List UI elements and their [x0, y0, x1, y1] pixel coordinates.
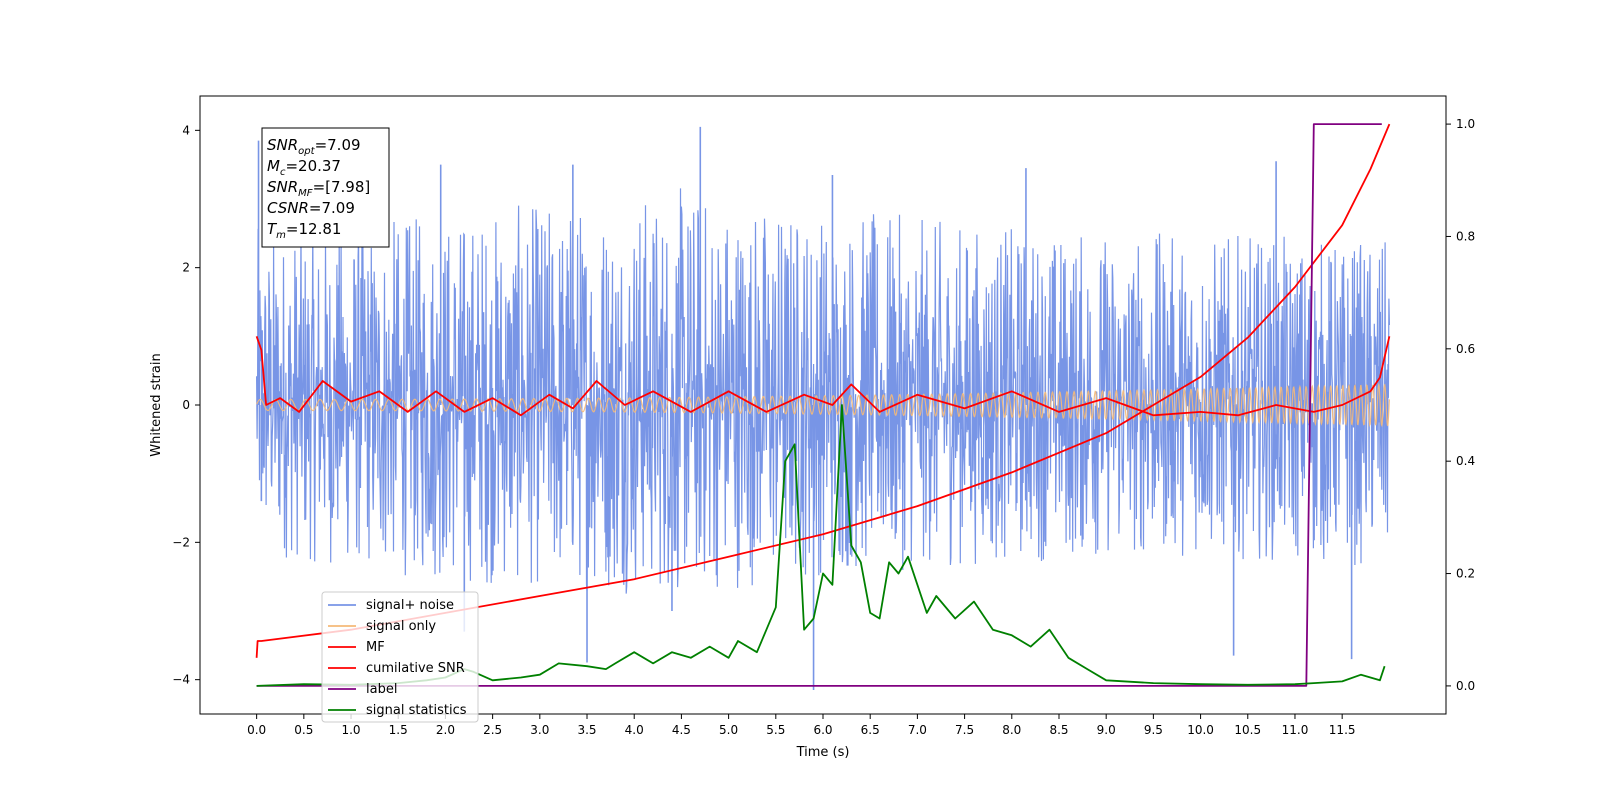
annotation-value: =[7.98]	[313, 178, 371, 196]
x-tick-label: 10.0	[1187, 723, 1214, 737]
axes: 0.0 0.5 1.0 1.5 2.0 2.5 3.0 3.5 4.0 4.5 5.0 5.5 6.0 6…	[172, 117, 1475, 737]
x-tick-label: 5.5	[766, 723, 785, 737]
y-tick-label: 2	[182, 261, 190, 275]
legend-label: cumilative SNR	[366, 661, 465, 676]
x-tick-label: 0.0	[247, 723, 266, 737]
annotation-value: =7.09	[309, 199, 355, 217]
annotation-line: Mc=20.37	[267, 157, 341, 178]
y2-tick-label: 0.0	[1456, 679, 1475, 693]
x-tick-label: 1.5	[389, 723, 408, 737]
annotation-value: =7.09	[315, 136, 361, 154]
x-tick-label: 8.5	[1049, 723, 1068, 737]
annotation-line: SNRopt=7.09	[267, 136, 361, 157]
legend-label: signal only	[366, 619, 436, 634]
x-tick-label: 6.5	[861, 723, 880, 737]
legend-frame	[321, 591, 479, 723]
x-tick-label: 4.0	[625, 723, 644, 737]
y2-tick-label: 0.6	[1456, 342, 1475, 356]
annotation-subscript: MF	[298, 188, 313, 199]
x-tick-label: 10.5	[1234, 723, 1261, 737]
annotation-line: Tm=12.81	[267, 220, 341, 241]
annotation-line: CSNR=7.09	[267, 199, 355, 217]
legend-label: label	[366, 682, 397, 697]
annotation-line: SNRMF=[7.98]	[267, 178, 370, 199]
annotation-symbol: SNR	[267, 136, 298, 154]
annotation-value: =20.37	[285, 157, 341, 175]
annotation-frame	[261, 127, 390, 248]
y2-tick-label: 0.2	[1456, 567, 1475, 581]
series-line-signal-only	[256, 382, 1390, 428]
y-tick-label: −2	[172, 535, 190, 549]
x-tick-label: 3.0	[530, 723, 549, 737]
annotation-subscript: c	[280, 167, 286, 178]
legend-label: MF	[366, 640, 385, 655]
annotation-symbol: M	[267, 157, 280, 175]
x-axis-label: Time (s)	[796, 745, 850, 760]
x-tick-label: 11.5	[1329, 723, 1356, 737]
y-axis-label: Whitened strain	[149, 353, 164, 456]
series-line-mf	[255, 336, 1391, 417]
x-tick-label: 8.0	[1002, 723, 1021, 737]
annotation-subscript: opt	[298, 146, 315, 157]
y2-tick-label: 0.4	[1456, 454, 1475, 468]
annotation-subscript: m	[276, 230, 286, 241]
series-line-label	[256, 123, 1382, 687]
x-tick-label: 2.5	[483, 723, 502, 737]
x-tick-label: 7.0	[908, 723, 927, 737]
legend-label: signal+ noise	[366, 598, 454, 613]
x-tick-label: 0.5	[294, 723, 313, 737]
y-tick-label: −4	[172, 673, 190, 687]
x-tick-label: 9.0	[1097, 723, 1116, 737]
legend: signal+ noise signal only MF cumilative SNR…	[321, 591, 479, 723]
x-tick-label: 5.0	[719, 723, 738, 737]
legend-label: signal statistics	[366, 703, 467, 718]
annotation-box: SNRopt=7.09Mc=20.37SNRMF=[7.98]CSNR=7.09…	[261, 127, 390, 248]
series-line-signal-statistics	[256, 404, 1386, 687]
x-tick-label: 3.5	[577, 723, 596, 737]
x-tick-label: 6.0	[813, 723, 832, 737]
x-tick-label: 11.0	[1282, 723, 1309, 737]
annotation-value: =12.81	[286, 220, 342, 238]
y2-tick-label: 0.8	[1456, 229, 1475, 243]
series-line-signal-noise	[256, 188, 1390, 594]
y-tick-label: 0	[182, 398, 190, 412]
y-tick-label: 4	[182, 123, 190, 137]
annotation-symbol: CSNR	[267, 199, 309, 217]
x-tick-label: 7.5	[955, 723, 974, 737]
annotation-symbol: SNR	[267, 178, 298, 196]
y2-tick-label: 1.0	[1456, 117, 1475, 131]
x-tick-label: 2.0	[436, 723, 455, 737]
x-tick-label: 1.0	[341, 723, 360, 737]
annotation-symbol: T	[267, 220, 278, 238]
x-tick-label: 9.5	[1144, 723, 1163, 737]
x-tick-label: 4.5	[672, 723, 691, 737]
